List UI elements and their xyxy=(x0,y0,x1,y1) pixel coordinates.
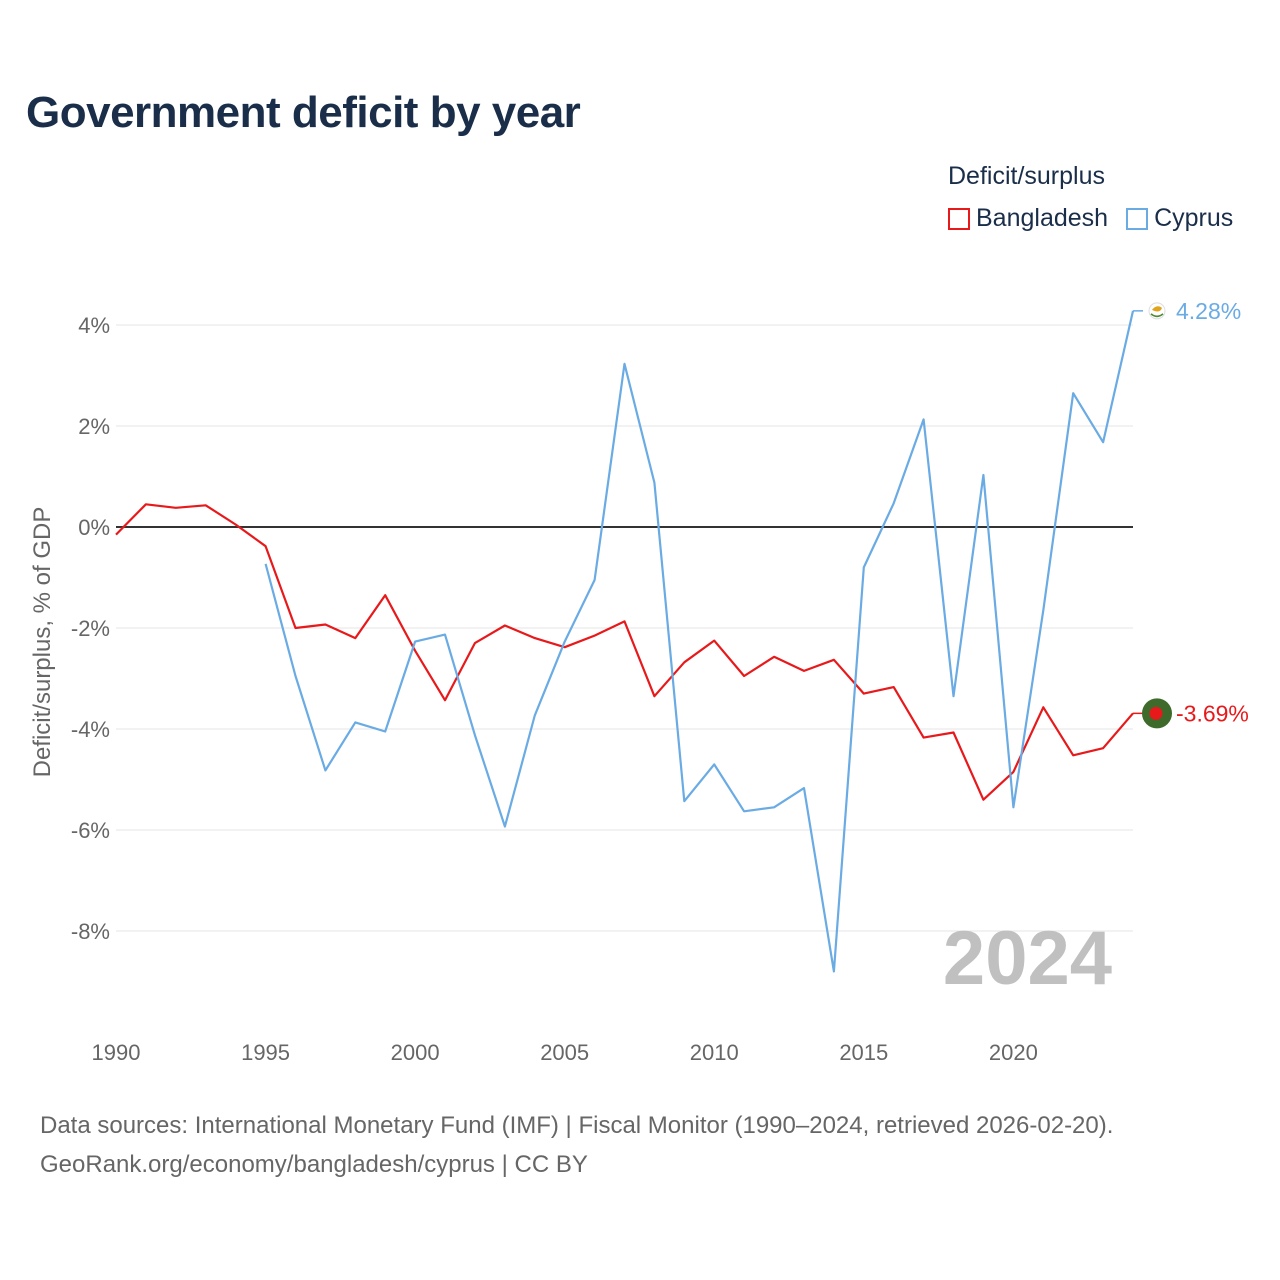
x-tick-label: 2005 xyxy=(540,1040,589,1065)
x-tick-label: 1995 xyxy=(241,1040,290,1065)
sources-line-2[interactable]: GeoRank.org/economy/bangladesh/cyprus | … xyxy=(40,1151,588,1178)
series-line-bangladesh[interactable] xyxy=(115,503,1134,801)
series-line-cyprus[interactable] xyxy=(264,310,1135,973)
y-tick-label: -4% xyxy=(71,717,110,742)
legend-title: Deficit/surplus xyxy=(948,162,1105,190)
flag-marker-branches xyxy=(1150,313,1164,318)
y-tick-label: -2% xyxy=(71,616,110,641)
data-sources: Data sources: International Monetary Fun… xyxy=(40,1106,1113,1184)
end-value-label-bangladesh: -3.69% xyxy=(1176,700,1249,726)
y-axis-label: Deficit/surplus, % of GDP xyxy=(29,507,56,778)
flag-marker-disc xyxy=(1149,706,1163,720)
legend-swatch-bangladesh xyxy=(948,207,970,230)
legend-label-cyprus: Cyprus xyxy=(1154,204,1234,232)
legend-item-cyprus[interactable]: Cyprus xyxy=(1126,204,1233,233)
x-tick-label: 2020 xyxy=(989,1040,1038,1065)
end-value-label-cyprus: 4.28% xyxy=(1176,298,1241,324)
legend: Bangladesh Cyprus xyxy=(948,204,1233,233)
y-tick-label: -8% xyxy=(71,919,110,944)
year-watermark: 2024 xyxy=(943,916,1112,1001)
y-tick-label: 0% xyxy=(78,515,110,540)
grid xyxy=(116,324,1133,932)
x-tick-label: 2010 xyxy=(690,1040,739,1065)
x-tick-label: 2015 xyxy=(839,1040,888,1065)
legend-label-bangladesh: Bangladesh xyxy=(976,204,1109,232)
legend-item-bangladesh[interactable]: Bangladesh xyxy=(948,204,1108,233)
sources-line-1: Data sources: International Monetary Fun… xyxy=(40,1112,1114,1139)
y-tick-label: -6% xyxy=(71,818,110,843)
chart-title: Government deficit by year xyxy=(26,88,581,137)
end-labels: -3.69% 4.28% xyxy=(1133,298,1249,729)
legend-swatch-cyprus xyxy=(1126,207,1149,230)
flag-marker-island xyxy=(1152,306,1162,312)
x-tick-label: 2000 xyxy=(391,1040,440,1065)
x-tick-label: 1990 xyxy=(92,1040,141,1065)
series xyxy=(115,310,1135,973)
y-tick-label: 4% xyxy=(78,313,110,338)
y-tick-label: 2% xyxy=(78,414,110,439)
axes: 4% 2% 0% -2% -4% -6% -8% 1990 1995 2000 2005 2010 20… xyxy=(71,313,1133,1065)
